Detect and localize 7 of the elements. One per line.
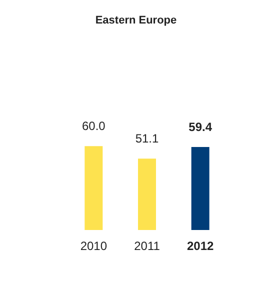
data-label: 60.0 [82,119,106,134]
x-tick-label: 2011 [134,239,160,253]
x-tick-label: 2010 [80,239,108,253]
data-label: 59.4 [188,120,212,134]
x-tick-label: 2012 [186,239,214,253]
data-label: 51.1 [135,132,159,146]
chart-title: Eastern Europe [95,14,177,26]
